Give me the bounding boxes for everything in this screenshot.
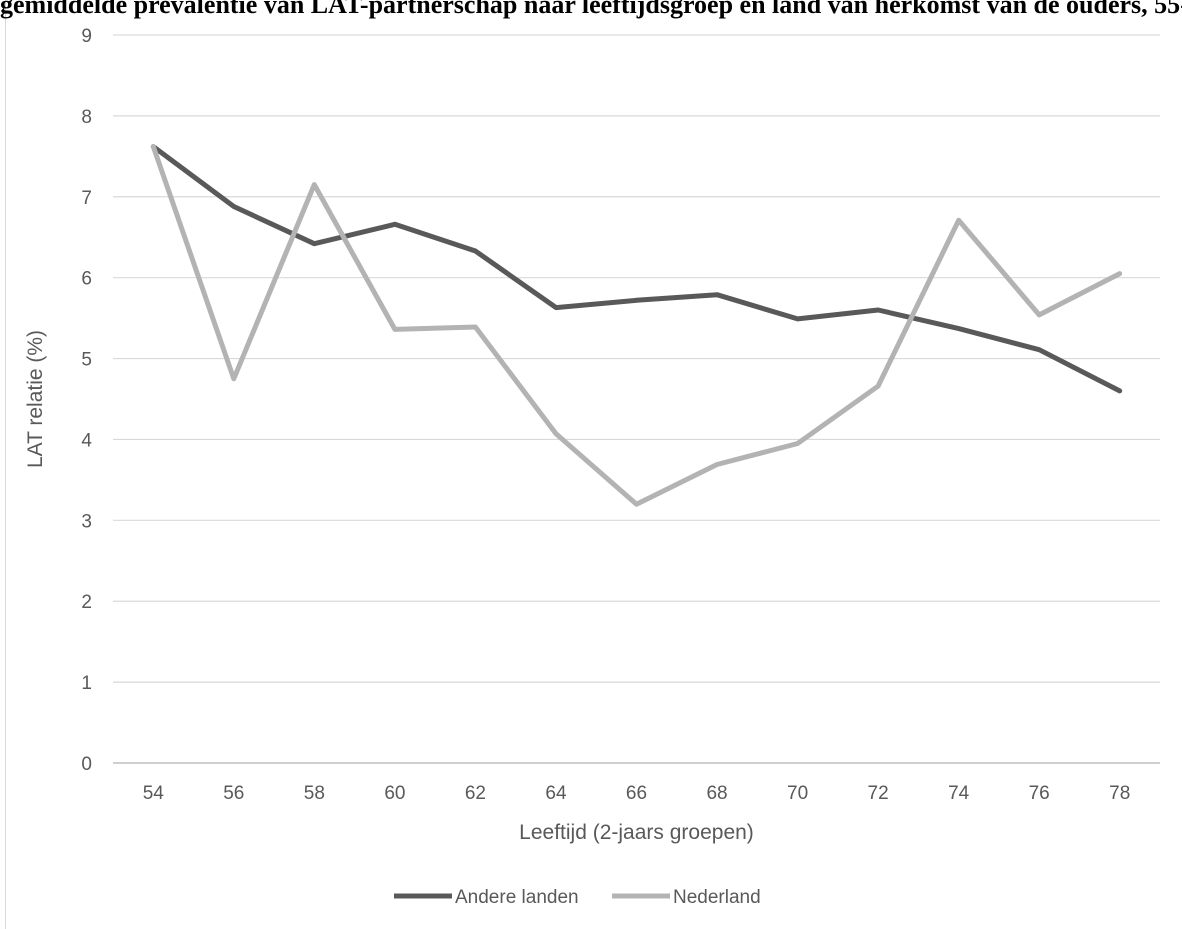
y-axis-tick-labels: 0 1 2 3 4 5 6 7 8 9 [81,26,92,775]
x-axis-tick-labels: 54 56 58 60 62 64 66 68 70 72 74 76 78 [143,783,1131,804]
y-tick-label: 3 [81,511,92,532]
y-tick-label: 4 [81,430,92,451]
legend-label: Nederland [673,887,761,908]
y-tick-label: 1 [81,673,92,694]
x-tick-label: 60 [384,783,405,804]
x-tick-label: 58 [304,783,325,804]
x-tick-label: 56 [223,783,244,804]
x-tick-label: 64 [545,783,567,804]
x-tick-label: 78 [1109,783,1130,804]
x-tick-label: 72 [868,783,889,804]
legend: Andere landen Nederland [394,887,761,908]
x-tick-label: 70 [787,783,808,804]
y-tick-label: 8 [81,107,92,128]
y-tick-label: 9 [81,26,92,47]
y-tick-label: 0 [81,754,92,775]
x-tick-label: 68 [706,783,727,804]
y-tick-label: 5 [81,350,92,371]
gridlines [113,34,1160,683]
y-tick-label: 2 [81,592,92,613]
x-tick-label: 54 [143,783,165,804]
y-axis-label: LAT relatie (%) [24,330,47,468]
series-line-andere-landen [150,144,1123,394]
y-tick-label: 6 [81,269,92,290]
series-line-nederland [150,144,1123,507]
x-tick-label: 76 [1029,783,1050,804]
x-tick-label: 74 [948,783,970,804]
x-tick-label: 62 [465,783,486,804]
x-axis-label: Leeftijd (2-jaars groepen) [519,821,754,844]
chart-title: gemiddelde prevalentie van LAT-partnersc… [0,0,1182,19]
legend-label: Andere landen [455,887,579,908]
x-tick-label: 66 [626,783,647,804]
y-tick-label: 7 [81,188,92,209]
series-lines [150,144,1123,507]
